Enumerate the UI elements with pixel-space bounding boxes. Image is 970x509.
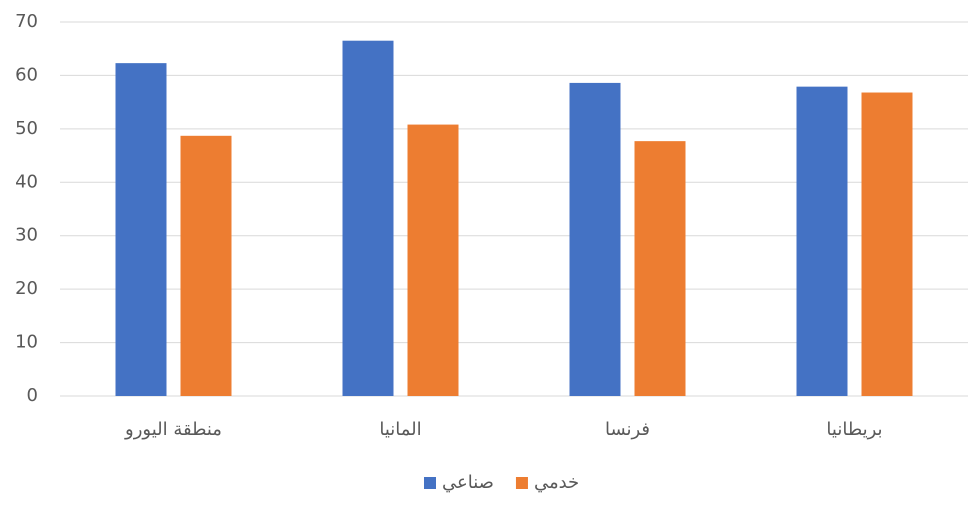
y-tick-label: 10 [15, 332, 38, 353]
bar [569, 82, 621, 396]
bar [180, 135, 232, 396]
y-tick-label: 70 [15, 11, 38, 32]
bar [342, 40, 394, 396]
bar [634, 141, 686, 396]
legend-label: خدمي [534, 472, 579, 493]
y-tick-label: 30 [15, 225, 38, 246]
bar [407, 124, 459, 396]
legend-swatch [515, 477, 528, 489]
bar [115, 63, 167, 396]
x-tick-label: بريطانيا [826, 419, 882, 440]
y-tick-label: 20 [15, 278, 38, 299]
y-tick-label: 60 [15, 64, 38, 85]
x-tick-label: المانيا [379, 419, 421, 440]
legend-label: صناعي [442, 472, 494, 493]
x-tick-label: فرنسا [605, 419, 650, 440]
bar [861, 92, 913, 397]
legend-swatch [424, 477, 436, 489]
bar [796, 86, 848, 397]
x-tick-label: منطقة اليورو [124, 419, 222, 440]
y-tick-label: 40 [15, 171, 38, 192]
y-tick-label: 50 [15, 118, 38, 139]
y-tick-label: 0 [27, 385, 38, 406]
